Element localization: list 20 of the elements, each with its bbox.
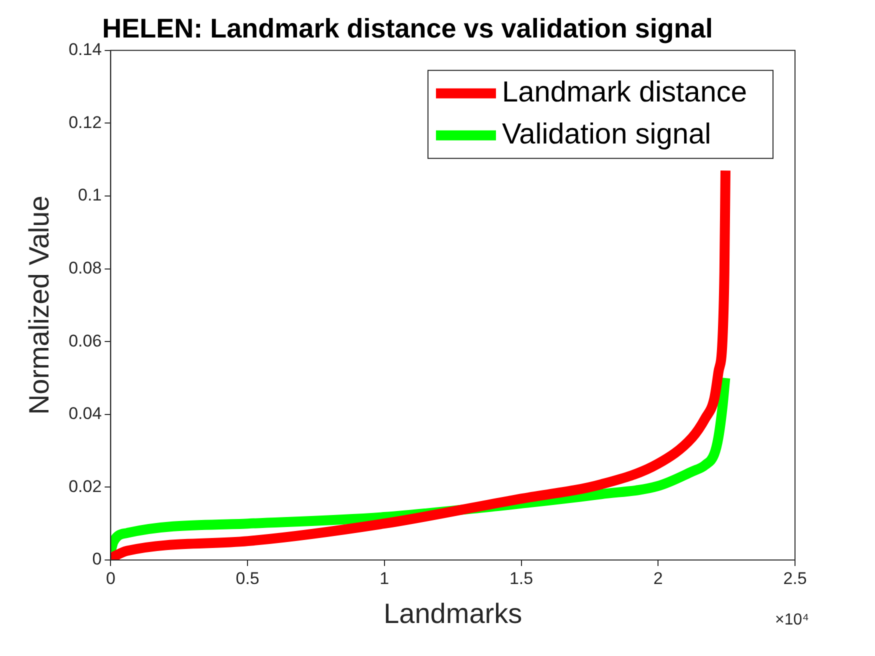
x-tick-label: 2.5 (783, 568, 807, 588)
x-axis-title: Landmarks (384, 598, 522, 629)
y-tick-label: 0.12 (68, 112, 102, 132)
x-tick-label: 0 (106, 568, 116, 588)
y-tick-label: 0.08 (68, 258, 102, 278)
x-tick-label: 1 (380, 568, 390, 588)
y-tick-label: 0.06 (68, 331, 102, 350)
y-tick-label: 0.04 (68, 404, 102, 424)
x-tick-label: 2 (653, 568, 663, 588)
x-tick-label: 1.5 (509, 568, 534, 588)
y-tick-label: 0.14 (68, 40, 102, 60)
y-tick-label: 0 (92, 550, 102, 569)
chart-title: HELEN: Landmark distance vs validation signal (102, 14, 713, 44)
y-tick-label: 0.1 (78, 186, 102, 205)
legend-label: Validation signal (502, 118, 712, 150)
legend-label: Landmark distance (502, 76, 748, 108)
text: ×10⁴ (774, 611, 810, 628)
y-axis-title: Normalized Value (24, 196, 55, 415)
x-tick-label: 0.5 (236, 568, 260, 588)
y-tick-label: 0.02 (68, 476, 102, 496)
